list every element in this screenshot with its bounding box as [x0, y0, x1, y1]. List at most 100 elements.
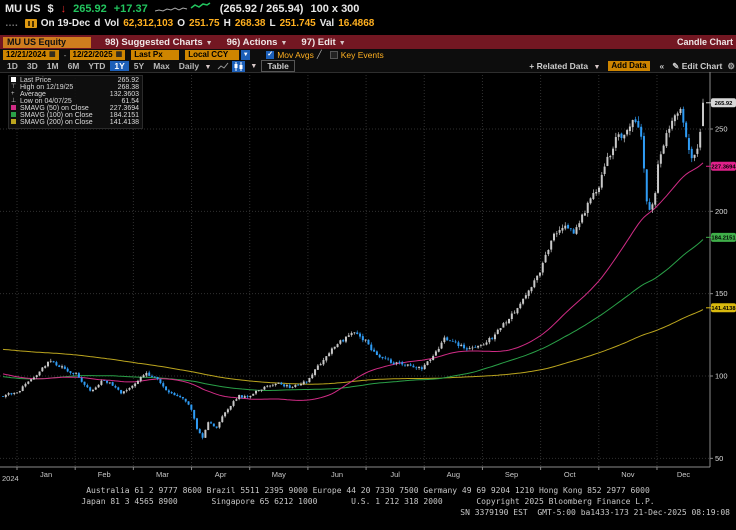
series-color-swatch [11, 76, 20, 85]
vol-value: 62,312,103 [123, 18, 174, 29]
period-button-ytd[interactable]: YTD [88, 60, 106, 71]
price-chart[interactable]: 50 100 150 200 250 Jan Feb Mar Apr May Jun Jul Aug Se… [0, 72, 736, 483]
chevron-down-icon[interactable]: ▼ [250, 62, 258, 70]
last-price: 265.92 [73, 3, 107, 15]
period-button-6m[interactable]: 6M [67, 60, 80, 71]
low-value: 251.745 [279, 18, 316, 29]
svg-text:227.3694: 227.3694 [711, 165, 736, 171]
svg-text:250: 250 [715, 124, 728, 133]
add-data-input[interactable]: Add Data [608, 61, 650, 71]
down-arrow-icon: ↓ [60, 3, 67, 15]
period-button-1y[interactable]: 1Y [110, 60, 129, 71]
series-color-swatch [11, 104, 20, 113]
range-icon[interactable] [24, 19, 37, 28]
legend-row: Last Price 265.92 [11, 76, 139, 85]
legend-label: Average [20, 91, 46, 98]
period-buttons: 1D 3D 1M 6M YTD 1Y 5Y Max [3, 60, 175, 72]
high-label: H [223, 18, 231, 29]
val-value: 16.4868 [338, 18, 375, 29]
legend-row: + Average 132.3603 [11, 91, 139, 98]
security-input[interactable]: MU US Equity [3, 36, 91, 48]
currency-label: $ [47, 3, 54, 15]
chevron-down-icon[interactable]: ▼ [241, 49, 251, 60]
collapse-icon[interactable]: « [659, 61, 665, 71]
legend-label: SMAVG (50) on Close [20, 105, 89, 112]
svg-text:Jul: Jul [390, 470, 400, 479]
series-color-swatch [11, 111, 20, 120]
period-button-1d[interactable]: 1D [7, 60, 18, 71]
menu-item[interactable]: 97) Edit ▼ [301, 36, 346, 48]
chart-legend: Last Price 265.92 ⊤ High on 12/19/25 268.38 +… [8, 75, 143, 129]
price-tag: 265.92 [711, 98, 736, 108]
period-button-3d[interactable]: 3D [26, 60, 38, 71]
legend-label: SMAVG (100) on Close [20, 112, 93, 119]
high-value: 268.38 [234, 18, 266, 29]
legend-value: 184.2151 [109, 112, 139, 119]
period-button-5y[interactable]: 5Y [133, 60, 145, 71]
low-label: L [269, 18, 276, 29]
avg-marker-icon: + [11, 91, 15, 97]
svg-text:Jan: Jan [40, 470, 52, 479]
edit-chart-button[interactable]: ✎ Edit Chart [672, 60, 723, 71]
period-toolbar: 1D 3D 1M 6M YTD 1Y 5Y Max Daily ▼ ▼ Table + Rel… [0, 60, 736, 73]
legend-row: SMAVG (200) on Close 141.4138 [11, 118, 139, 127]
related-data-button[interactable]: + Related Data ▼ [529, 61, 601, 71]
date-separator: - [63, 49, 67, 60]
date-from-input[interactable]: 12/21/2024 ▦ [3, 49, 59, 60]
price-change: +17.37 [113, 3, 148, 15]
legend-value: 61.54 [121, 98, 139, 105]
session-date[interactable]: On 19-Dec [40, 18, 91, 29]
svg-text:184.2151: 184.2151 [711, 236, 736, 242]
footer-session-info: SN 3379190 EST GMT-5:00 ba1433-173 21-De… [460, 508, 730, 517]
date-to-input[interactable]: 12/22/2025 ▦ [69, 49, 126, 60]
svg-text:Nov: Nov [621, 470, 635, 479]
chart-settings-toolbar: 12/21/2024 ▦ - 12/22/2025 ▦ Last Px Local … [0, 49, 736, 60]
period-button-max[interactable]: Max [153, 60, 170, 71]
price-source-select[interactable]: Last Px [131, 49, 180, 60]
series-color-swatch [11, 118, 20, 127]
legend-label: Low on 04/07/25 [20, 98, 72, 105]
currency-select[interactable]: Local CCY [185, 49, 240, 60]
chart-type-label: Candle Chart [676, 37, 733, 47]
period-button-1m[interactable]: 1M [46, 60, 59, 71]
price-tag: 141.4138 [711, 303, 736, 313]
key-events-checkbox[interactable] [329, 50, 338, 59]
mov-avgs-label: Mov Avgs [277, 49, 314, 60]
table-button[interactable]: Table [261, 60, 295, 72]
candle-chart-icon[interactable] [232, 60, 246, 72]
footer-phones-line2: Japan 81 3 4565 8900 Singapore 65 6212 1… [81, 497, 655, 506]
pencil-icon[interactable]: ╱ [316, 50, 322, 59]
menu-item[interactable]: 96) Actions ▼ [226, 36, 288, 48]
mov-avgs-checkbox[interactable]: ✓ [266, 50, 275, 59]
svg-text:Oct: Oct [564, 470, 577, 479]
legend-value: 268.38 [117, 84, 139, 91]
gear-icon[interactable]: ⚙ [727, 60, 735, 71]
price-tag: 227.3694 [711, 161, 736, 171]
calendar-icon[interactable]: ▦ [115, 50, 123, 58]
legend-value: 132.3603 [109, 91, 139, 98]
svg-text:100: 100 [715, 372, 728, 381]
svg-text:200: 200 [715, 207, 728, 216]
svg-text:Aug: Aug [447, 470, 460, 479]
bid-ask-quote: (265.92 / 265.94) [219, 3, 304, 15]
svg-text:150: 150 [715, 289, 728, 298]
calendar-icon[interactable]: ▦ [49, 50, 56, 58]
menu-item[interactable]: 98) Suggested Charts ▼ [105, 36, 213, 48]
low-marker-icon: ⊥ [11, 98, 17, 104]
frequency-select[interactable]: Daily ▼ [178, 61, 212, 71]
menu-bar: MU US Equity 98) Suggested Charts ▼ 96) Ac… [0, 35, 736, 49]
key-events-label: Key Events [340, 49, 384, 60]
svg-text:Jun: Jun [331, 470, 343, 479]
legend-row: ⊤ High on 12/19/25 268.38 [11, 84, 139, 91]
frequency-flag: d [94, 18, 101, 29]
svg-text:Dec: Dec [677, 470, 691, 479]
open-label: O [177, 18, 186, 29]
svg-text:Sep: Sep [505, 470, 518, 479]
terminal-footer: Australia 61 2 9777 8600 Brazil 5511 239… [0, 485, 736, 518]
svg-text:Mar: Mar [156, 470, 169, 479]
line-chart-icon[interactable] [217, 61, 230, 72]
menu-items: 98) Suggested Charts ▼ 96) Actions ▼ 97) Edi… [105, 37, 360, 48]
legend-row: ⊥ Low on 04/07/25 61.54 [11, 98, 139, 105]
svg-text:2024: 2024 [2, 474, 19, 482]
